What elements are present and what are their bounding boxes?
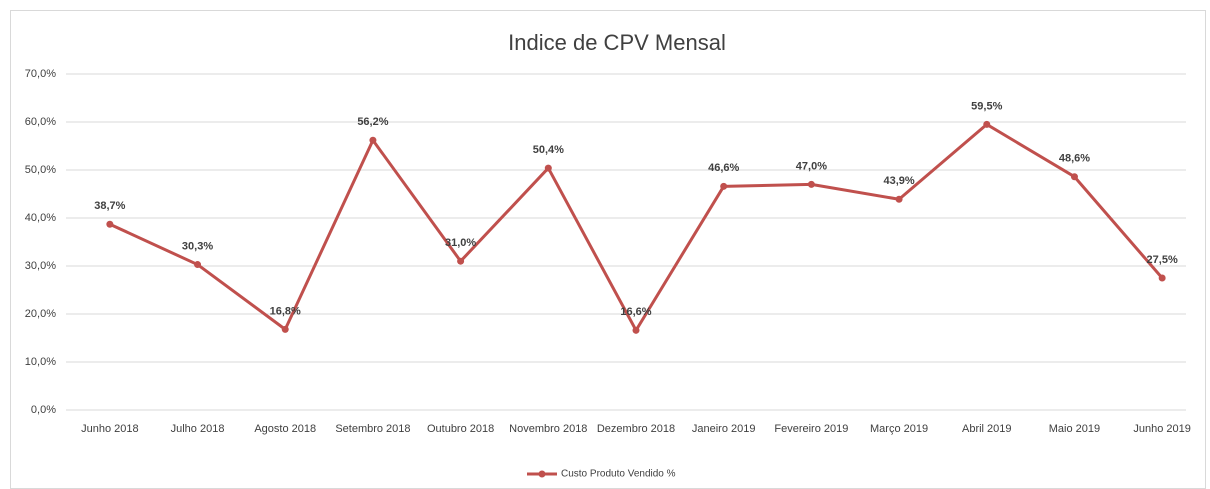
data-label: 38,7% bbox=[94, 200, 125, 212]
x-tick-label: Maio 2019 bbox=[1049, 423, 1100, 435]
data-label: 47,0% bbox=[796, 160, 827, 172]
data-label: 43,9% bbox=[883, 175, 914, 187]
y-tick-label: 50,0% bbox=[25, 164, 56, 176]
legend-marker bbox=[538, 470, 546, 478]
point bbox=[1070, 173, 1078, 181]
y-tick-label: 70,0% bbox=[25, 68, 56, 80]
data-label: 59,5% bbox=[971, 100, 1002, 112]
data-label: 50,4% bbox=[533, 144, 564, 156]
data-label: 31,0% bbox=[445, 237, 476, 249]
x-tick-label: Setembro 2018 bbox=[335, 423, 410, 435]
x-tick-label: Agosto 2018 bbox=[254, 423, 316, 435]
point bbox=[194, 261, 202, 269]
x-tick-label: Abril 2019 bbox=[962, 423, 1012, 435]
chart-frame bbox=[10, 10, 1206, 489]
x-tick-label: Novembro 2018 bbox=[509, 423, 587, 435]
chart-title: Indice de CPV Mensal bbox=[508, 30, 726, 55]
x-tick-label: Outubro 2018 bbox=[427, 423, 494, 435]
x-tick-label: Junho 2018 bbox=[81, 423, 139, 435]
data-label: 30,3% bbox=[182, 240, 213, 252]
point bbox=[632, 326, 640, 334]
x-tick-label: Junho 2019 bbox=[1133, 423, 1191, 435]
point bbox=[281, 325, 289, 333]
y-tick-label: 10,0% bbox=[25, 356, 56, 368]
point bbox=[1158, 274, 1166, 282]
x-tick-label: Fevereiro 2019 bbox=[774, 423, 848, 435]
point bbox=[106, 220, 114, 228]
point bbox=[544, 164, 552, 172]
point bbox=[457, 257, 465, 265]
x-tick-label: Julho 2018 bbox=[171, 423, 225, 435]
y-tick-label: 0,0% bbox=[31, 404, 56, 416]
point bbox=[720, 182, 728, 190]
y-tick-label: 30,0% bbox=[25, 260, 56, 272]
x-tick-label: Dezembro 2018 bbox=[597, 423, 675, 435]
y-tick-label: 40,0% bbox=[25, 212, 56, 224]
point bbox=[895, 195, 903, 203]
data-label: 16,6% bbox=[620, 306, 651, 318]
x-tick-label: Janeiro 2019 bbox=[692, 423, 756, 435]
point bbox=[369, 136, 377, 144]
data-label: 56,2% bbox=[357, 116, 388, 128]
point bbox=[807, 180, 815, 188]
x-tick-label: Março 2019 bbox=[870, 423, 928, 435]
data-label: 16,8% bbox=[270, 305, 301, 317]
data-label: 48,6% bbox=[1059, 153, 1090, 165]
data-label: 46,6% bbox=[708, 162, 739, 174]
legend-label: Custo Produto Vendido % bbox=[561, 469, 676, 480]
y-tick-label: 20,0% bbox=[25, 308, 56, 320]
point bbox=[983, 120, 991, 128]
y-tick-label: 60,0% bbox=[25, 116, 56, 128]
data-label: 27,5% bbox=[1147, 254, 1178, 266]
